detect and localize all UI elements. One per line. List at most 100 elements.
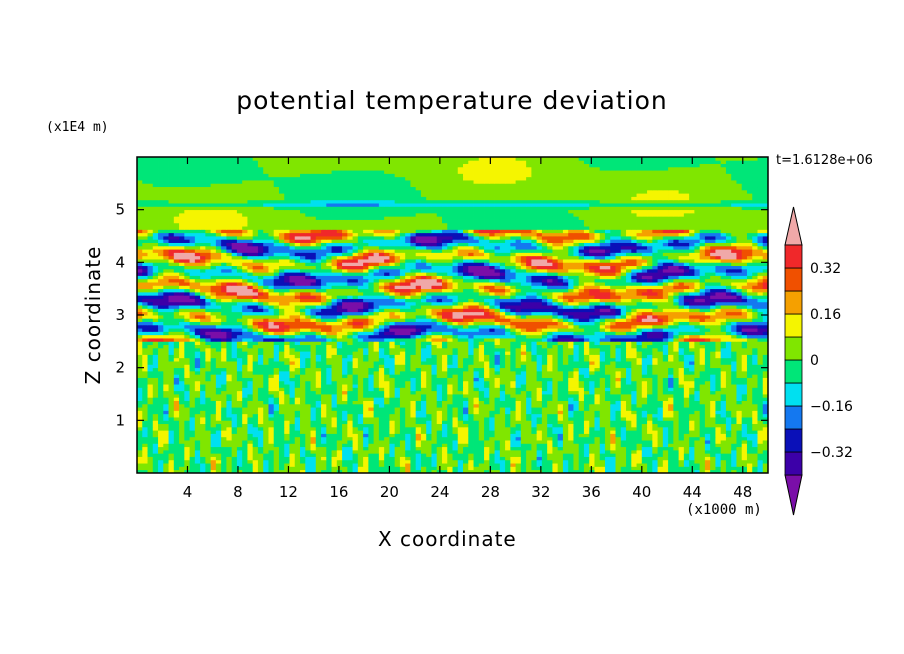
heatmap-cell xyxy=(636,364,643,369)
heatmap-cell xyxy=(368,440,375,444)
heatmap-cell xyxy=(741,397,748,401)
heatmap-cell xyxy=(420,351,427,355)
heatmap-cell xyxy=(678,374,685,378)
heatmap-cell xyxy=(278,403,285,408)
heatmap-cell xyxy=(678,361,685,365)
heatmap-cell xyxy=(257,400,264,405)
heatmap-cell xyxy=(489,334,495,339)
heatmap-cell xyxy=(252,380,259,385)
heatmap-cell xyxy=(368,370,375,375)
heatmap-cell xyxy=(384,364,390,369)
heatmap-cell xyxy=(226,417,233,421)
heatmap-cell xyxy=(368,453,375,457)
heatmap-cell xyxy=(315,456,322,461)
heatmap-cell xyxy=(731,426,737,431)
heatmap-cell xyxy=(142,449,148,454)
heatmap-cell xyxy=(342,397,348,401)
heatmap-cell xyxy=(531,407,538,411)
heatmap-cell xyxy=(552,400,559,405)
heatmap-cell xyxy=(599,341,606,346)
heatmap-cell xyxy=(405,370,411,375)
heatmap-cell xyxy=(252,367,259,372)
heatmap-cell xyxy=(252,341,259,346)
heatmap-cell xyxy=(315,440,322,444)
heatmap-cell xyxy=(552,394,559,398)
heatmap-cell xyxy=(300,449,306,454)
heatmap-cell xyxy=(710,387,716,392)
heatmap-cell xyxy=(536,443,543,448)
heatmap-cell xyxy=(710,364,716,369)
heatmap-cell xyxy=(489,364,495,369)
heatmap-cell xyxy=(499,351,506,355)
heatmap-cell xyxy=(447,407,453,411)
heatmap-cell xyxy=(305,469,311,474)
heatmap-cell xyxy=(415,354,422,359)
heatmap-cell xyxy=(278,417,285,421)
heatmap-cell xyxy=(142,446,148,451)
heatmap-cell xyxy=(415,394,422,398)
heatmap-cell xyxy=(147,374,154,378)
heatmap-cell xyxy=(452,341,459,346)
heatmap-cell xyxy=(699,384,706,388)
heatmap-cell xyxy=(373,423,380,428)
heatmap-cell xyxy=(484,357,490,362)
heatmap-cell xyxy=(357,413,364,418)
heatmap-cell xyxy=(326,436,332,441)
heatmap-cell xyxy=(378,413,385,418)
heatmap-cell xyxy=(531,370,538,375)
heatmap-cell xyxy=(536,453,543,457)
heatmap-cell xyxy=(194,423,201,428)
heatmap-cell xyxy=(725,403,732,408)
heatmap-cell xyxy=(689,338,695,342)
heatmap-cell xyxy=(431,413,438,418)
heatmap-cell xyxy=(326,374,332,378)
heatmap-cell xyxy=(599,354,606,359)
heatmap-cell xyxy=(373,370,380,375)
heatmap-cell xyxy=(531,347,538,352)
heatmap-cell xyxy=(657,459,664,464)
heatmap-cell xyxy=(336,374,343,378)
heatmap-cell xyxy=(221,420,227,425)
heatmap-cell xyxy=(652,466,658,471)
heatmap-cell xyxy=(147,344,154,349)
heatmap-cell xyxy=(420,370,427,375)
heatmap-cell xyxy=(736,380,743,385)
heatmap-cell xyxy=(347,463,353,467)
heatmap-cell xyxy=(389,357,396,362)
heatmap-cell xyxy=(252,443,259,448)
heatmap-cell xyxy=(236,443,243,448)
heatmap-cell xyxy=(710,430,716,434)
heatmap-cell xyxy=(647,459,653,464)
heatmap-cell xyxy=(741,413,748,418)
heatmap-cell xyxy=(242,354,248,359)
heatmap-cell xyxy=(757,407,764,411)
heatmap-cell xyxy=(342,459,348,464)
heatmap-cell xyxy=(762,367,769,372)
heatmap-cell xyxy=(289,341,296,346)
heatmap-cell xyxy=(315,417,322,421)
heatmap-cell xyxy=(441,394,448,398)
heatmap-cell xyxy=(762,469,769,474)
heatmap-cell xyxy=(231,351,238,355)
heatmap-cell xyxy=(683,338,690,342)
heatmap-cell xyxy=(615,413,622,418)
heatmap-cell xyxy=(336,420,343,425)
heatmap-cell xyxy=(152,466,159,471)
heatmap-cell xyxy=(336,338,343,342)
heatmap-cell xyxy=(194,430,201,434)
heatmap-cell xyxy=(394,443,401,448)
heatmap-cell xyxy=(594,394,601,398)
heatmap-cell xyxy=(457,469,464,474)
heatmap-cell xyxy=(657,357,664,362)
heatmap-cell xyxy=(389,403,396,408)
heatmap-cell xyxy=(594,443,601,448)
heatmap-cell xyxy=(268,400,275,405)
heatmap-cell xyxy=(194,453,201,457)
heatmap-cell xyxy=(352,370,359,375)
heatmap-cell xyxy=(694,394,701,398)
heatmap-cell xyxy=(710,420,716,425)
heatmap-cell xyxy=(736,361,743,365)
heatmap-cell xyxy=(689,374,695,378)
heatmap-cell xyxy=(236,469,243,474)
heatmap-cell xyxy=(526,357,532,362)
